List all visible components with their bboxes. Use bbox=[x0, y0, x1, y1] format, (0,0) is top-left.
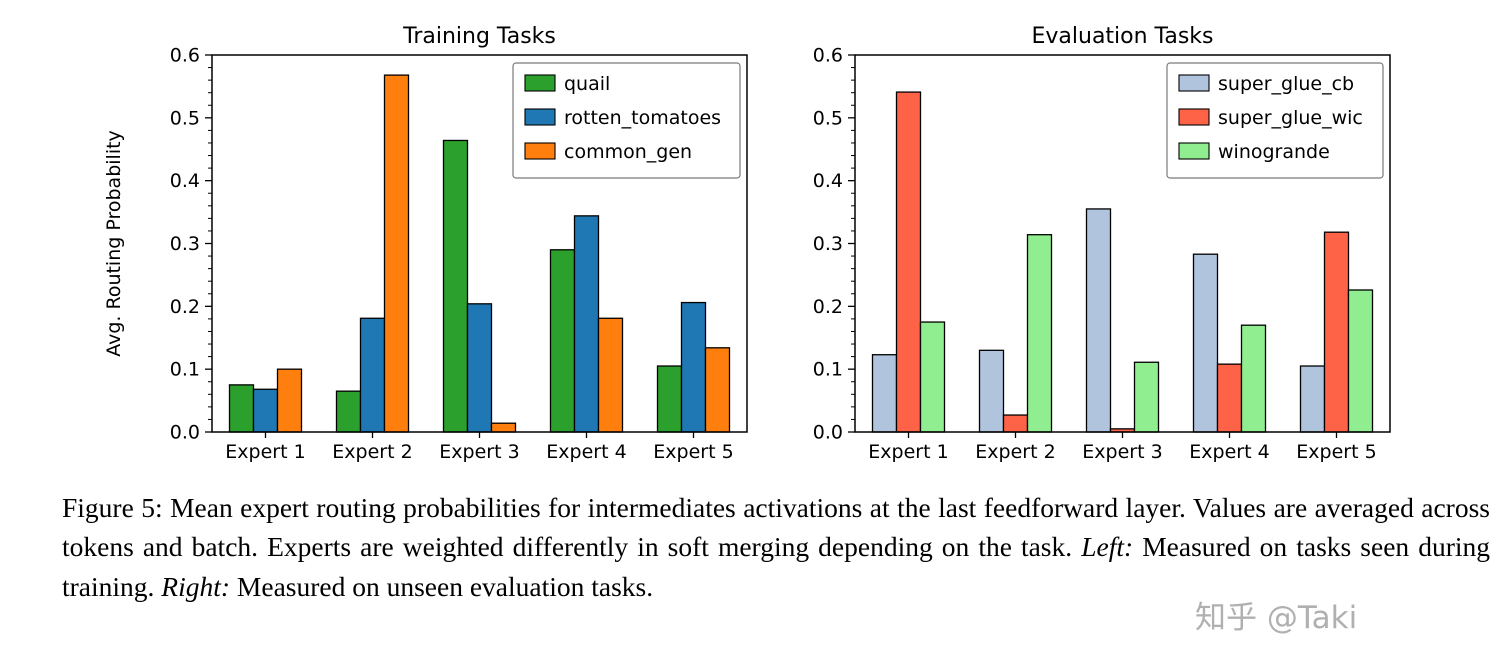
bar-super_glue_cb bbox=[1299, 365, 1326, 433]
y-tick-label: 0.1 bbox=[813, 359, 843, 381]
figure-caption: Figure 5: Mean expert routing probabilit… bbox=[62, 488, 1490, 606]
legend-swatch-winogrande bbox=[1178, 142, 1210, 160]
legend-label-common_gen: common_gen bbox=[564, 141, 692, 163]
x-tick-label: Expert 3 bbox=[1082, 441, 1162, 463]
bar-common_gen bbox=[383, 74, 410, 433]
x-tick-label: Expert 1 bbox=[868, 441, 948, 463]
bar-quail bbox=[549, 249, 576, 433]
legend-swatch-super_glue_wic bbox=[1178, 108, 1210, 126]
x-tick-label: Expert 2 bbox=[975, 441, 1055, 463]
y-tick-label: 0.2 bbox=[170, 296, 200, 318]
y-tick-label: 0.4 bbox=[170, 170, 200, 192]
chart-title: Training Tasks bbox=[402, 24, 556, 49]
evaluation-tasks-chart: 0.0 0.1 0.2 0.3 0.4 0.5 0.6 Expert 1 Expert 2 Exp… bbox=[813, 24, 1391, 463]
y-tick-label: 0.2 bbox=[813, 296, 843, 318]
bar-common_gen bbox=[490, 422, 517, 433]
watermark: 知乎 @Taki bbox=[1195, 600, 1358, 636]
bar-super_glue_wic bbox=[1216, 363, 1243, 433]
bar-super_glue_cb bbox=[1085, 208, 1112, 433]
legend-box bbox=[512, 62, 741, 179]
bar-super_glue_cb bbox=[1192, 253, 1219, 433]
legend-label-rotten_tomatoes: rotten_tomatoes bbox=[564, 107, 721, 129]
legend-box bbox=[1166, 62, 1384, 179]
bar-rotten_tomatoes bbox=[252, 388, 279, 433]
caption-text-1: Figure 5: Mean expert routing probabilit… bbox=[62, 492, 1490, 563]
y-tick-label: 0.0 bbox=[170, 422, 200, 444]
caption-text-2: Measured on tasks seen during training. bbox=[62, 531, 1491, 602]
bar-quail bbox=[656, 365, 683, 433]
bar-super_glue_wic bbox=[1002, 414, 1029, 433]
bar-super_glue_cb bbox=[978, 349, 1005, 433]
legend-label-super_glue_wic: super_glue_wic bbox=[1218, 107, 1363, 129]
y-tick-label: 0.0 bbox=[813, 422, 843, 444]
legend-swatch-super_glue_cb bbox=[1178, 74, 1210, 92]
bar-winogrande bbox=[1026, 234, 1053, 433]
bar-common_gen bbox=[704, 347, 731, 433]
bar-winogrande bbox=[1347, 289, 1374, 433]
legend-label-super_glue_cb: super_glue_cb bbox=[1218, 73, 1354, 95]
bar-super_glue_wic bbox=[895, 91, 922, 433]
legend-label-winogrande: winogrande bbox=[1218, 141, 1330, 163]
bar-rotten_tomatoes bbox=[359, 317, 386, 433]
y-tick-label: 0.3 bbox=[813, 233, 843, 255]
bar-quail bbox=[442, 139, 469, 433]
bar-winogrande bbox=[1133, 361, 1160, 433]
bar-super_glue_cb bbox=[871, 354, 898, 433]
x-tick-label: Expert 5 bbox=[1296, 441, 1376, 463]
chart-title: Evaluation Tasks bbox=[1031, 24, 1213, 49]
legend-swatch-rotten_tomatoes bbox=[524, 108, 556, 126]
x-tick-label: Expert 5 bbox=[653, 441, 733, 463]
legend-swatch-common_gen bbox=[524, 142, 556, 160]
x-tick-label: Expert 3 bbox=[439, 441, 519, 463]
training-tasks-chart: 0.0 0.1 0.2 0.3 0.4 0.5 0.6 Expert 1 Expert 2 Exp… bbox=[103, 24, 748, 463]
y-tick-label: 0.6 bbox=[170, 45, 200, 67]
y-tick-label: 0.6 bbox=[813, 45, 843, 67]
legend-label-quail: quail bbox=[564, 73, 610, 95]
y-tick-label: 0.3 bbox=[170, 233, 200, 255]
legend-swatch-quail bbox=[524, 74, 556, 92]
caption-left-label: Left: bbox=[1081, 531, 1134, 563]
y-tick-label: 0.4 bbox=[813, 170, 843, 192]
bar-rotten_tomatoes bbox=[466, 303, 493, 433]
bar-common_gen bbox=[276, 368, 303, 433]
bar-rotten_tomatoes bbox=[573, 215, 600, 433]
bar-common_gen bbox=[597, 317, 624, 433]
bar-winogrande bbox=[919, 321, 946, 433]
y-tick-label: 0.1 bbox=[170, 359, 200, 381]
x-tick-label: Expert 2 bbox=[332, 441, 412, 463]
y-tick-label: 0.5 bbox=[170, 107, 200, 129]
bar-rotten_tomatoes bbox=[680, 301, 707, 433]
bar-quail bbox=[228, 384, 255, 433]
bar-winogrande bbox=[1240, 324, 1267, 433]
caption-right-label: Right: bbox=[161, 570, 231, 602]
bar-super_glue_wic bbox=[1323, 231, 1350, 433]
caption-text-3: Measured on unseen evaluation tasks. bbox=[230, 570, 654, 602]
bar-quail bbox=[335, 390, 362, 433]
x-tick-label: Expert 4 bbox=[546, 441, 626, 463]
x-tick-label: Expert 1 bbox=[225, 441, 305, 463]
y-tick-label: 0.5 bbox=[813, 107, 843, 129]
y-axis-label: Avg. Routing Probability bbox=[103, 130, 125, 357]
x-tick-label: Expert 4 bbox=[1189, 441, 1269, 463]
